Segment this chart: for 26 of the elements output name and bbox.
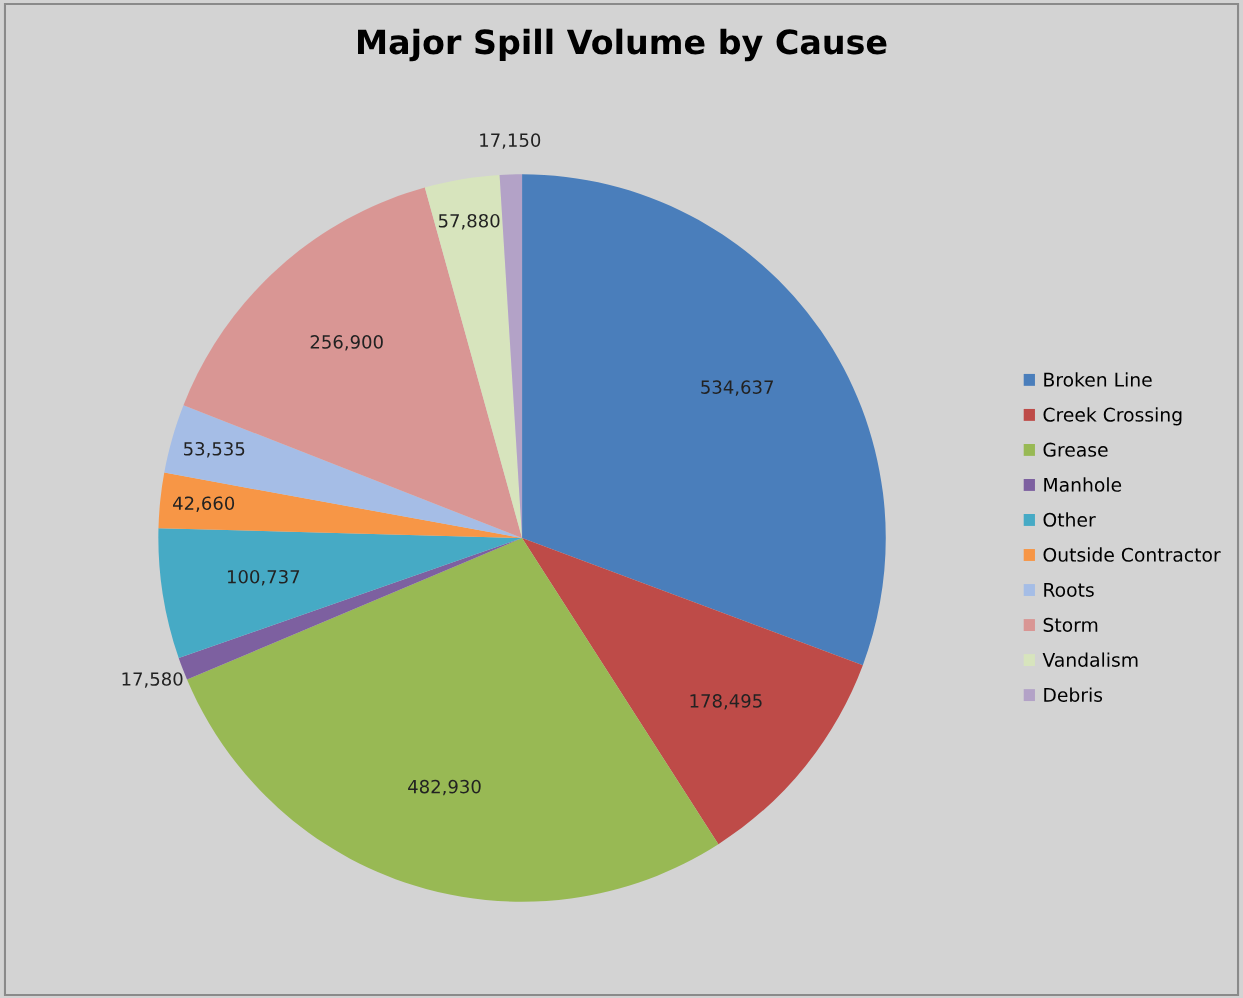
- data-label: 178,495: [690, 694, 762, 710]
- legend-label: Broken Line: [1044, 372, 1152, 387]
- data-label: 17,150: [480, 133, 541, 149]
- pie-slice: [158, 528, 523, 659]
- data-label: 534,637: [701, 380, 773, 396]
- data-label: 256,900: [310, 335, 383, 351]
- legend-label: Outside Contractor: [1043, 547, 1221, 562]
- legend-label: Grease: [1043, 442, 1108, 457]
- pie-slice: [424, 175, 523, 539]
- data-label: 57,880: [438, 213, 500, 230]
- legend-label: Storm: [1043, 617, 1098, 632]
- data-label: 53,535: [184, 441, 245, 458]
- chart-title: Major Spill Volume by Cause: [358, 28, 887, 62]
- data-label: 17,580: [122, 672, 183, 688]
- data-label: 42,660: [173, 496, 235, 512]
- legend-label: Manhole: [1044, 477, 1122, 492]
- pie-slice: [522, 538, 863, 845]
- legend-label: Other: [1043, 512, 1096, 527]
- pie-slice: [164, 405, 523, 539]
- data-label: 482,930: [408, 779, 481, 796]
- pie-slice: [522, 174, 886, 666]
- legend-label: Creek Crossing: [1043, 407, 1182, 426]
- legend-label: Vandalism: [1042, 652, 1138, 667]
- legend-label: Roots: [1044, 582, 1094, 597]
- legend-label: Debris: [1044, 687, 1103, 702]
- data-label: 100,737: [227, 569, 300, 586]
